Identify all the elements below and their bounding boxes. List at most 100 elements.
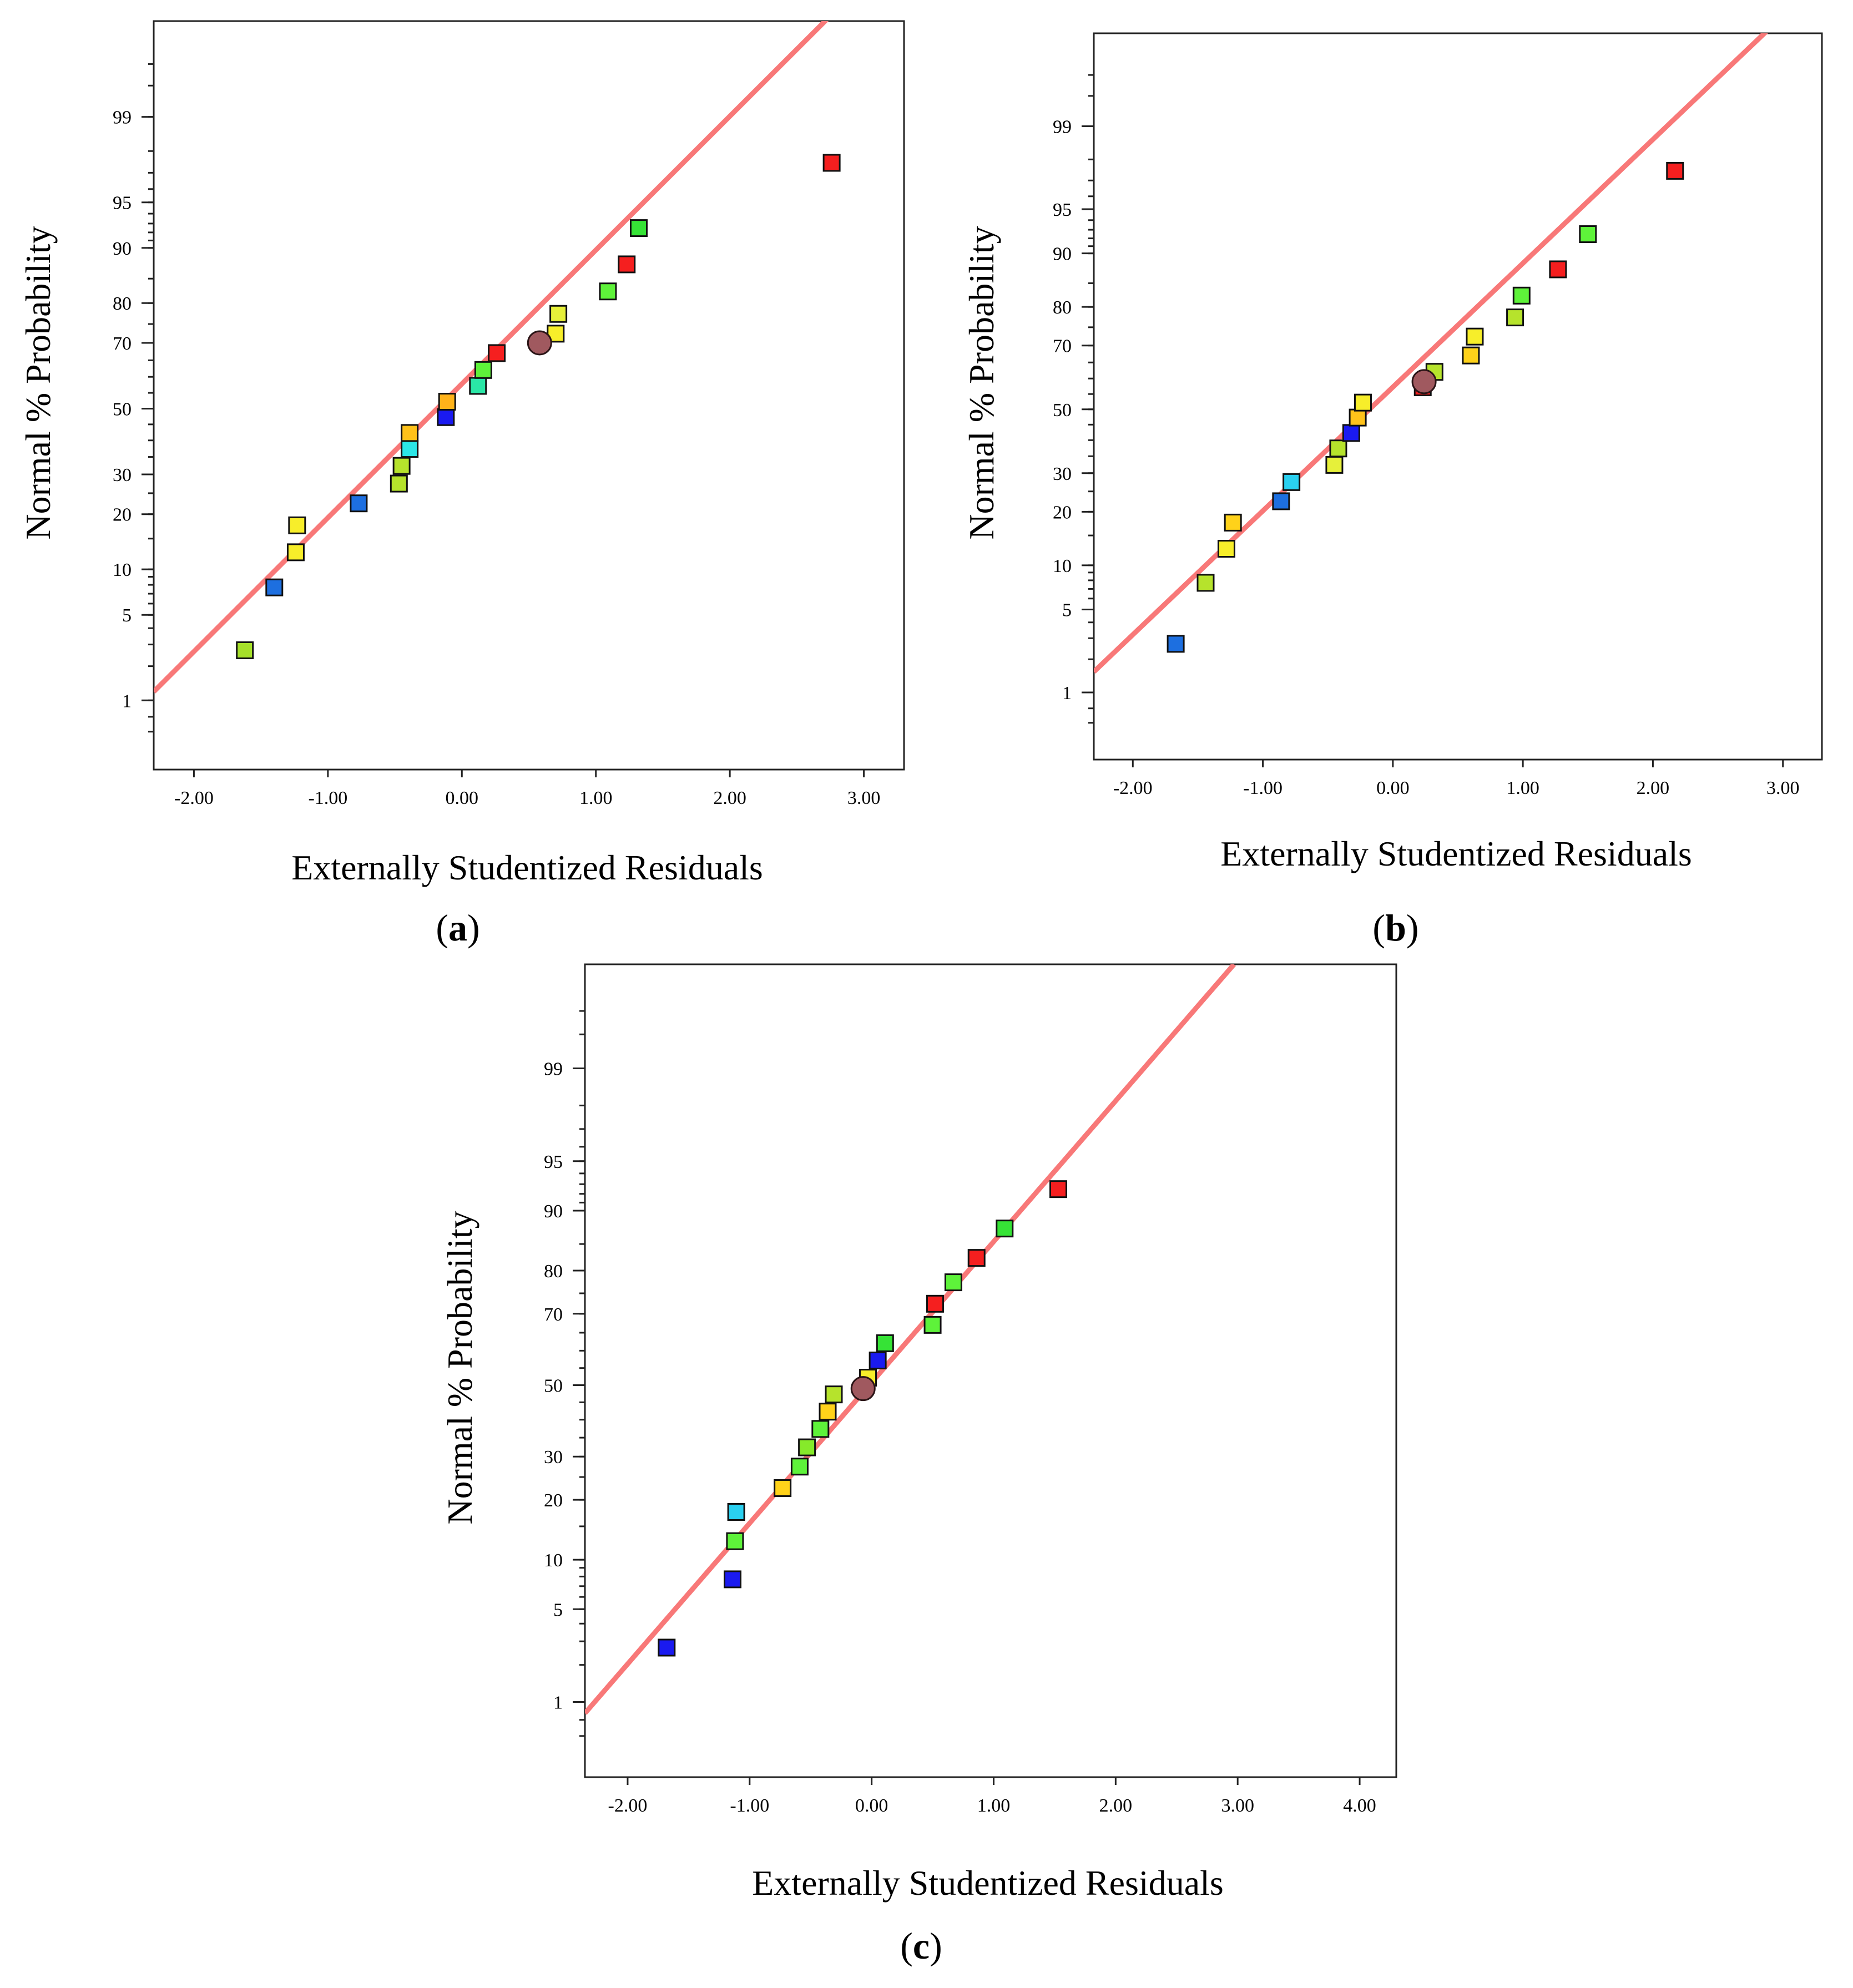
data-point (1342, 424, 1360, 442)
x-tick-label: 1.00 (977, 1795, 1011, 1816)
data-point (236, 641, 254, 659)
x-tick-label: 4.00 (1343, 1795, 1376, 1816)
y-tick-label: 80 (1053, 297, 1072, 318)
plot-frame (153, 20, 905, 771)
data-point (392, 457, 411, 475)
data-point (549, 305, 568, 323)
data-point (288, 516, 306, 534)
data-point (1167, 635, 1185, 653)
y-tick-label: 5 (122, 605, 132, 626)
data-point (1462, 346, 1480, 365)
data-point (1512, 286, 1531, 305)
data-point (1196, 574, 1215, 592)
y-tick-label: 30 (1053, 464, 1072, 484)
data-point (774, 1479, 792, 1497)
y-tick-label: 95 (1053, 200, 1072, 220)
data-point (1049, 1180, 1068, 1198)
y-axis-title: Normal % Probability (440, 1211, 479, 1524)
x-axis-title: Externally Studentized Residuals (1220, 834, 1692, 873)
data-point (350, 494, 368, 513)
y-tick-label: 20 (1053, 502, 1072, 523)
y-tick-label: 1 (1062, 683, 1072, 704)
data-point (658, 1638, 676, 1657)
x-tick-label: 2.00 (1637, 778, 1670, 798)
y-tick-label: 99 (544, 1059, 563, 1080)
y-tick-label: 80 (113, 294, 132, 314)
data-point (1579, 225, 1597, 244)
y-tick-label: 70 (544, 1304, 563, 1325)
data-point (819, 1403, 837, 1421)
y-tick-label: 90 (113, 239, 132, 259)
centroid-marker (527, 330, 552, 356)
data-point (967, 1249, 986, 1267)
y-tick-label: 50 (113, 399, 132, 419)
data-point (926, 1294, 944, 1313)
plot-frame (584, 963, 1397, 1778)
plot-frame (1093, 32, 1823, 761)
data-point (1272, 492, 1290, 510)
x-tick-label: 3.00 (847, 788, 881, 808)
y-tick-label: 20 (544, 1490, 563, 1511)
x-tick-label: 1.00 (579, 788, 613, 808)
normal-fit-line (1094, 33, 1768, 674)
data-point (618, 255, 636, 274)
data-point (474, 361, 492, 379)
x-tick-label: 0.00 (1376, 778, 1410, 798)
data-point (726, 1532, 744, 1550)
y-tick-label: 20 (113, 505, 132, 525)
y-tick-label: 90 (544, 1201, 563, 1222)
x-axis-title: Externally Studentized Residuals (291, 848, 763, 887)
data-point (822, 154, 841, 172)
x-tick-label: -1.00 (1243, 778, 1283, 798)
data-point (1329, 439, 1347, 458)
y-tick-label: 95 (544, 1152, 563, 1172)
data-point (1666, 161, 1684, 180)
data-point (599, 282, 617, 301)
data-point (724, 1570, 742, 1589)
data-point (1349, 408, 1367, 427)
panel-label: (b) (1372, 907, 1418, 949)
y-tick-label: 80 (544, 1261, 563, 1282)
panel-a: -2.00 -1.00 0.00 1.00 2.00 3.00 1 5 10 20 30 50 70 80… (18, 20, 905, 949)
y-tick-label: 90 (1053, 244, 1072, 265)
y-tick-label: 95 (113, 193, 132, 214)
y-tick-label: 50 (544, 1376, 563, 1397)
x-tick-label: 2.00 (1099, 1795, 1133, 1816)
data-point (286, 543, 305, 562)
y-tick-label: 99 (113, 108, 132, 128)
y-tick-label: 10 (113, 560, 132, 580)
data-point (437, 408, 455, 426)
data-point (923, 1316, 942, 1334)
data-point (401, 424, 419, 442)
panel-label: (c) (900, 1925, 942, 1967)
panel-c: -2.00 -1.00 0.00 1.00 2.00 3.00 4.00 1 5 10 20 30 50… (440, 963, 1397, 1967)
data-point (1224, 513, 1242, 532)
x-tick-label: -1.00 (730, 1795, 769, 1816)
x-tick-label: 0.00 (446, 788, 479, 808)
data-point (629, 219, 648, 237)
y-tick-label: 30 (544, 1447, 563, 1468)
y-tick-label: 99 (1053, 117, 1072, 138)
data-point (390, 474, 408, 493)
x-tick-label: -2.00 (1113, 778, 1153, 798)
data-point (876, 1334, 894, 1352)
data-point (469, 377, 487, 395)
y-tick-label: 30 (113, 465, 132, 485)
data-point (265, 578, 284, 596)
panel-b: -2.00 -1.00 0.00 1.00 2.00 3.00 1 5 10 20 30 50 70 80… (962, 32, 1823, 949)
centroid-marker (850, 1376, 876, 1402)
y-axis-title: Normal % Probability (18, 226, 58, 539)
data-point (1466, 327, 1484, 346)
data-point (790, 1458, 809, 1476)
data-point (727, 1503, 745, 1521)
centroid-marker (1411, 369, 1437, 394)
x-tick-label: 2.00 (713, 788, 746, 808)
y-axis-title: Normal % Probability (962, 226, 1001, 539)
data-point (1217, 539, 1235, 558)
data-point (798, 1438, 816, 1456)
normal-fit-line (585, 964, 1236, 1715)
data-point (438, 392, 456, 411)
x-axis-title: Externally Studentized Residuals (752, 1863, 1224, 1903)
y-tick-label: 50 (1053, 400, 1072, 421)
